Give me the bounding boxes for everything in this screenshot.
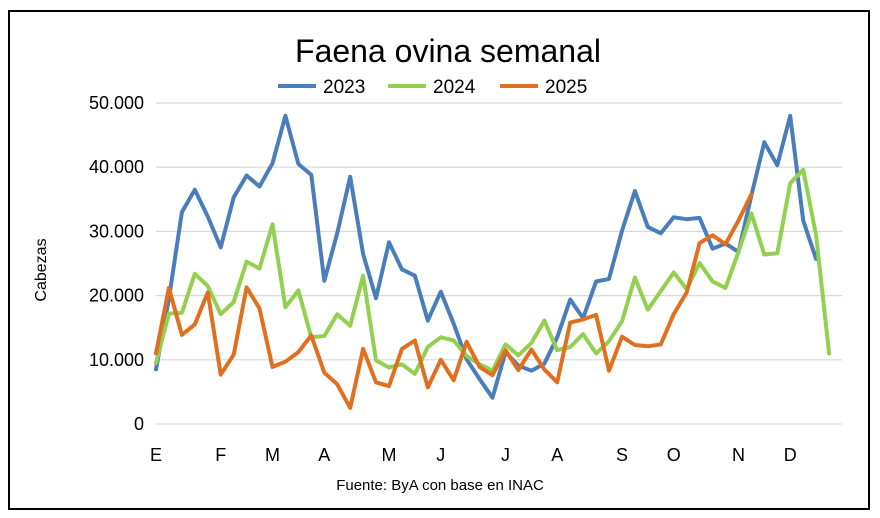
legend-label-2025: 2025 bbox=[545, 77, 587, 98]
y-tick-label: 30.000 bbox=[89, 221, 144, 241]
x-tick-label: J bbox=[501, 445, 510, 465]
legend-label-2023: 2023 bbox=[323, 77, 365, 98]
x-tick-label: F bbox=[215, 445, 226, 465]
x-tick-label: M bbox=[265, 445, 280, 465]
y-tick-label: 0 bbox=[134, 414, 144, 434]
chart-frame: Faena ovina semanal 2023 2024 2025 0 10.000… bbox=[8, 10, 870, 510]
y-tick-label: 40.000 bbox=[89, 157, 144, 177]
y-axis-label: Cabezas bbox=[33, 238, 50, 301]
series-line-2023 bbox=[154, 113, 819, 400]
y-tick-label: 20.000 bbox=[89, 286, 144, 306]
x-tick-label: A bbox=[318, 445, 330, 465]
legend: 2023 2024 2025 bbox=[278, 77, 587, 98]
x-tick-label: M bbox=[381, 445, 396, 465]
y-tick-label: 10.000 bbox=[89, 350, 144, 370]
x-tick-label: E bbox=[150, 445, 162, 465]
legend-label-2024: 2024 bbox=[433, 77, 476, 98]
x-tick-label: O bbox=[667, 445, 681, 465]
x-tick-label: A bbox=[551, 445, 563, 465]
x-tick-label: D bbox=[784, 445, 797, 465]
x-tick-label: S bbox=[616, 445, 628, 465]
series-lines bbox=[154, 113, 832, 410]
x-tick-label: N bbox=[732, 445, 745, 465]
source-note: Fuente: ByA con base en INAC bbox=[336, 477, 544, 494]
y-tick-label: 50.000 bbox=[89, 93, 144, 113]
line-chart: Faena ovina semanal 2023 2024 2025 0 10.000… bbox=[33, 33, 842, 494]
chart-title: Faena ovina semanal bbox=[295, 33, 601, 69]
series-line-2025 bbox=[154, 192, 754, 410]
y-axis-ticks: 0 10.000 20.000 30.000 40.000 50.000 bbox=[89, 93, 144, 434]
series-line-2024 bbox=[154, 167, 832, 376]
x-tick-label: J bbox=[436, 445, 445, 465]
